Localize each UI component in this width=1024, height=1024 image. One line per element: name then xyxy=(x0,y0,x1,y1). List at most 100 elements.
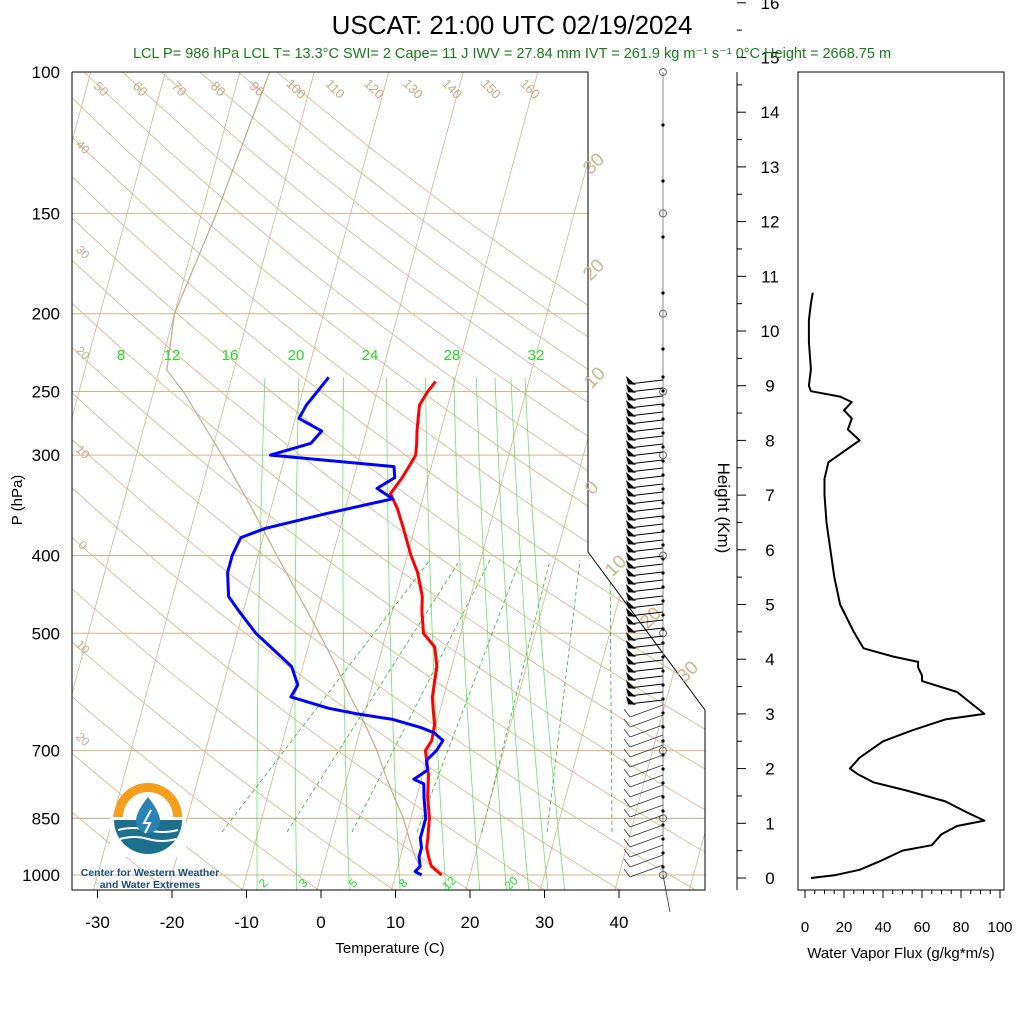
mixing-ratio-label: 2 xyxy=(256,876,271,891)
wind-level-dot xyxy=(661,375,665,379)
isotherm-label: 0 xyxy=(76,538,91,553)
wind-barb-feather xyxy=(623,838,631,848)
dry-adiabat-label: 120 xyxy=(361,76,387,102)
dry-adiabat-label: 160 xyxy=(517,76,543,102)
wind-barb-flag xyxy=(626,632,636,641)
mixing-ratio-label: 5 xyxy=(346,876,361,891)
wind-level-dot xyxy=(661,179,665,183)
mixing-ratio-label: 24 xyxy=(362,347,379,364)
wind-barb-shaft xyxy=(629,794,664,808)
wind-barb-flag xyxy=(626,392,636,401)
wind-barb-flag xyxy=(626,512,636,521)
wind-barb-feather xyxy=(623,858,631,868)
mixing-ratio-label: 32 xyxy=(528,347,545,364)
dry-adiabat-label: 130 xyxy=(400,76,426,102)
temperature-tick-label: 30 xyxy=(535,913,554,932)
mixing-ratio-label: 8 xyxy=(396,876,411,891)
wind-level-dot xyxy=(661,123,665,127)
flux-tick-label: 20 xyxy=(836,919,853,936)
wind-level-dot xyxy=(661,809,665,813)
wind-barb-shaft xyxy=(629,764,664,778)
mixing-ratio-line xyxy=(425,377,447,890)
wind-barb-flag xyxy=(626,624,636,633)
mixing-ratio-line xyxy=(256,377,266,890)
pressure-tick-label: 300 xyxy=(32,446,60,465)
height-tick-label: 7 xyxy=(765,486,774,505)
wind-level-dot xyxy=(661,613,665,617)
wind-barb-shaft xyxy=(629,804,664,818)
height-tick-label: 3 xyxy=(765,705,774,724)
wind-barb-flag xyxy=(626,584,636,593)
pressure-tick-label: 400 xyxy=(32,546,60,565)
wind-barb-flag xyxy=(626,456,636,465)
page-subtitle: LCL P= 986 hPa LCL T= 13.3°C SWI= 2 Cape… xyxy=(132,46,892,62)
wind-barb-flag xyxy=(626,608,636,617)
wind-level-dot xyxy=(661,599,665,603)
logo-text-line2: and Water Extremes xyxy=(99,879,201,891)
wind-barb-shaft xyxy=(629,824,664,838)
wind-barb-feather xyxy=(623,738,631,748)
wind-level-dot xyxy=(661,501,665,505)
skewt-curves xyxy=(166,72,445,877)
wind-barb-flag xyxy=(626,472,636,481)
wind-barb-flag xyxy=(626,376,636,385)
wind-barb-shaft xyxy=(629,704,664,718)
wind-level-circle xyxy=(659,68,667,76)
wind-level-dot xyxy=(661,795,665,799)
height-tick-label: 12 xyxy=(761,213,780,232)
dry-adiabat-line xyxy=(72,72,705,890)
wind-level-dot xyxy=(661,781,665,785)
wind-level-dot xyxy=(661,543,665,547)
wind-level-dot xyxy=(661,347,665,351)
wind-barb-shaft xyxy=(629,854,664,868)
height-tick-label: 10 xyxy=(761,322,780,341)
wind-barb-flag xyxy=(626,640,636,649)
mixing-ratio-line xyxy=(494,377,530,890)
wind-barb-feather xyxy=(623,798,631,808)
isotherm-label: 0 xyxy=(581,477,603,499)
height-tick-label: 4 xyxy=(765,650,774,669)
dry-adiabat-line xyxy=(72,72,624,890)
dry-adiabat-line xyxy=(72,72,473,890)
wind-barb-feather xyxy=(623,758,631,768)
wind-barb-shaft xyxy=(629,834,664,848)
logo-text-line1: Center for Western Weather xyxy=(80,867,220,879)
pressure-tick-label: 200 xyxy=(32,305,60,324)
wind-barb-shaft xyxy=(629,864,664,878)
flux-curve-group xyxy=(807,292,986,879)
wind-barb-flag xyxy=(626,504,636,513)
mixing-ratio-label: 16 xyxy=(222,347,239,364)
flux-tick-label: 100 xyxy=(987,919,1012,936)
dry-adiabat-line xyxy=(72,72,246,890)
wind-barb-feather xyxy=(623,828,631,838)
water-vapor-flux-line xyxy=(807,292,986,879)
mixing-ratio-line xyxy=(453,377,481,890)
flux-tick-label: 60 xyxy=(914,919,931,936)
wind-barb-feather xyxy=(623,768,631,778)
isotherm-line xyxy=(72,72,241,890)
height-tick-label: 11 xyxy=(761,267,779,286)
dry-adiabat-line xyxy=(72,72,549,890)
wind-barb-shaft xyxy=(662,874,671,913)
wind-level-dot xyxy=(661,837,665,841)
wind-barb-shaft xyxy=(629,744,664,758)
dry-adiabat-line xyxy=(72,72,700,890)
dry-adiabat-label: 150 xyxy=(478,76,504,102)
skewt-grid xyxy=(72,72,705,890)
isotherm-label: 20 xyxy=(73,729,93,749)
wind-barb-flag xyxy=(626,528,636,537)
wind-level-circle xyxy=(659,209,667,218)
temperature-axis-label: Temperature (C) xyxy=(335,940,444,957)
height-tick-label: 1 xyxy=(765,814,774,833)
wind-barb-feather xyxy=(623,718,631,728)
wind-barb-feather xyxy=(623,778,631,788)
wind-level-dot xyxy=(661,711,665,715)
wind-barb-shaft xyxy=(629,774,664,788)
dry-adiabat-label: 110 xyxy=(323,76,348,101)
wind-level-dot xyxy=(661,739,665,743)
moist-adiabat-line xyxy=(609,559,613,833)
wind-level-dot xyxy=(661,669,665,673)
wind-barb-feather xyxy=(623,848,631,858)
wind-level-dot xyxy=(661,487,665,491)
